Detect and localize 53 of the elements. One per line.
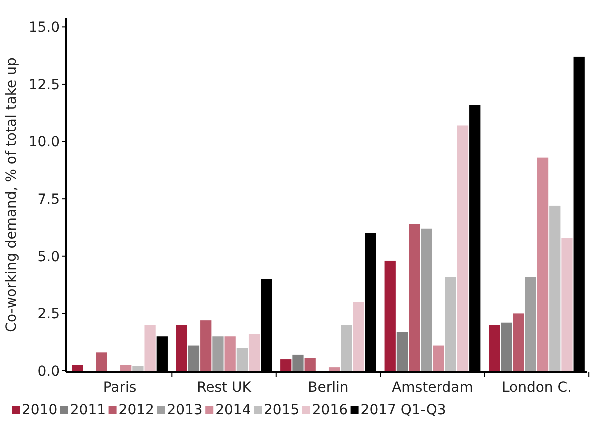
bar <box>292 354 304 371</box>
bar <box>489 325 500 371</box>
y-axis-title: Co-working demand, % of total take up <box>4 58 20 332</box>
bar <box>501 322 512 371</box>
bar <box>120 365 132 371</box>
bar <box>236 348 248 371</box>
bar <box>96 352 108 371</box>
bar <box>550 206 561 371</box>
y-tick-label: 12.5 <box>28 77 60 94</box>
bar <box>200 320 212 371</box>
bar <box>304 358 316 371</box>
bar <box>421 228 432 371</box>
bar <box>445 277 456 371</box>
bar <box>280 360 292 371</box>
y-tick-label: 0.0 <box>38 364 60 380</box>
y-tick-label: 2.5 <box>38 306 60 323</box>
bar <box>537 158 549 371</box>
x-tick-label: Berlin <box>308 380 349 396</box>
bar <box>384 260 396 371</box>
bar <box>353 302 364 371</box>
bar <box>212 336 224 371</box>
bar <box>248 334 260 371</box>
x-tick-label: London C. <box>502 380 572 396</box>
bar <box>341 325 352 371</box>
legend-label: 2013 <box>167 402 203 418</box>
bar <box>396 332 408 371</box>
bar <box>409 224 420 371</box>
bar <box>224 336 236 371</box>
legend-label: 2011 <box>70 402 106 418</box>
bar <box>328 368 340 371</box>
bar <box>457 126 469 371</box>
legend-label: 2017 Q1-Q3 <box>360 402 446 418</box>
y-tick-label: 7.5 <box>38 192 60 208</box>
y-tick-label: 5.0 <box>38 249 60 266</box>
legend-label: 2010 <box>22 402 58 418</box>
bar <box>562 238 573 371</box>
x-tick-label: Paris <box>103 380 137 396</box>
legend-label: 2014 <box>216 402 252 418</box>
y-tick-label: 10.0 <box>28 134 60 151</box>
x-tick-label: Rest UK <box>197 380 252 396</box>
bar <box>72 365 84 371</box>
bar <box>433 346 444 371</box>
bar <box>176 325 188 371</box>
legend-label: 2016 <box>312 402 348 418</box>
x-tick-label: Amsterdam <box>392 380 474 396</box>
legend-label: 2015 <box>264 402 300 418</box>
bar <box>144 325 156 371</box>
bar <box>188 346 200 371</box>
bar <box>525 277 536 371</box>
bar <box>513 314 524 371</box>
y-tick-label: 15.0 <box>28 20 60 36</box>
legend-label: 2012 <box>118 402 154 418</box>
bar <box>132 366 144 371</box>
